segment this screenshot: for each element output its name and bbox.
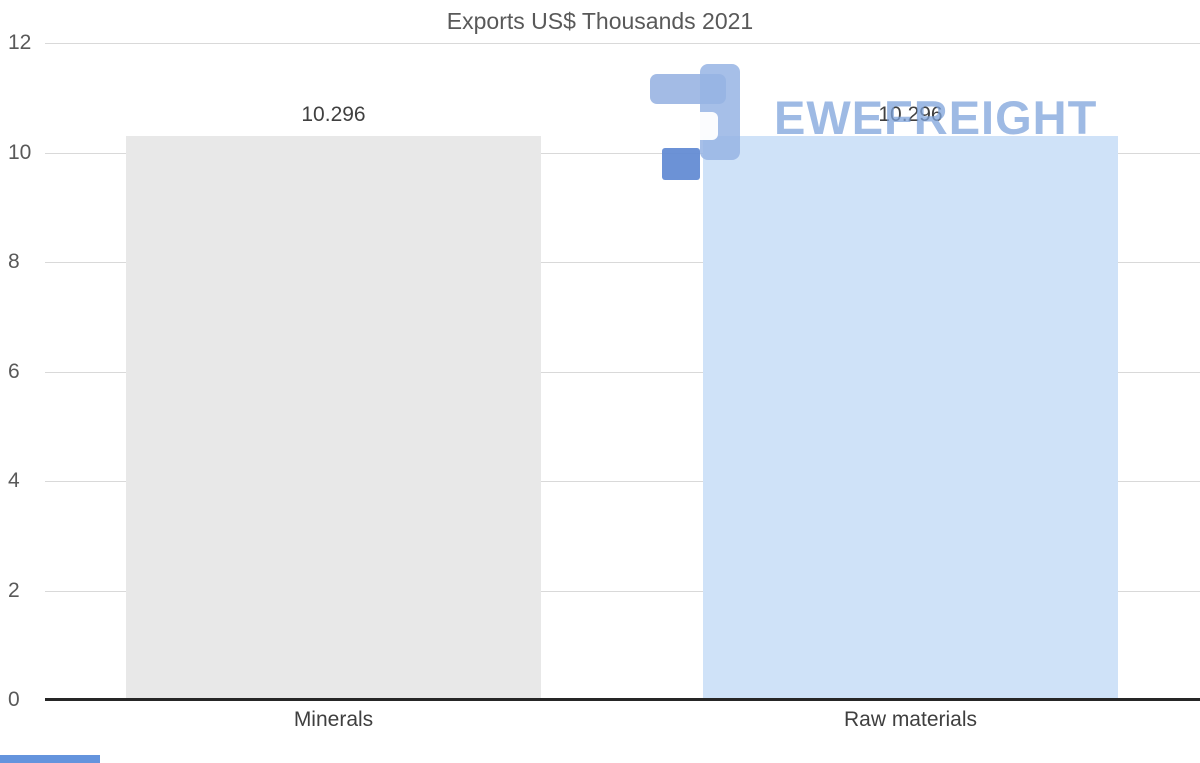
y-tick-label: 2	[8, 578, 20, 602]
bar-minerals	[126, 136, 541, 700]
gridline	[45, 371, 1200, 373]
x-axis-label-minerals: Minerals	[293, 708, 374, 731]
bar-group-minerals: 10.296	[126, 103, 541, 700]
bar-value-label: 10.296	[301, 103, 366, 127]
y-tick-label: 12	[8, 31, 32, 54]
bar-group-raw-materials: 10.296	[703, 103, 1118, 700]
bar-raw-materials	[703, 136, 1118, 700]
gridline	[45, 590, 1200, 592]
y-tick-label: 0	[8, 688, 20, 711]
x-axis-line	[45, 698, 1200, 701]
gridline	[45, 43, 1200, 44]
bar-value-label: 10.296	[878, 103, 943, 127]
x-axis-label-raw-materials: Raw materials	[843, 708, 978, 731]
y-tick-label: 10	[8, 140, 32, 164]
plot-area: 10.296 10.296	[45, 43, 1200, 701]
y-tick-label: 4	[8, 469, 20, 492]
gridline	[45, 262, 1200, 263]
y-tick-label: 6	[8, 359, 20, 383]
gridline	[45, 152, 1200, 154]
chart-title: Exports US$ Thousands 2021	[446, 8, 754, 34]
y-tick-label: 8	[8, 250, 20, 273]
bottom-left-accent	[0, 755, 100, 763]
gridline	[45, 481, 1200, 482]
